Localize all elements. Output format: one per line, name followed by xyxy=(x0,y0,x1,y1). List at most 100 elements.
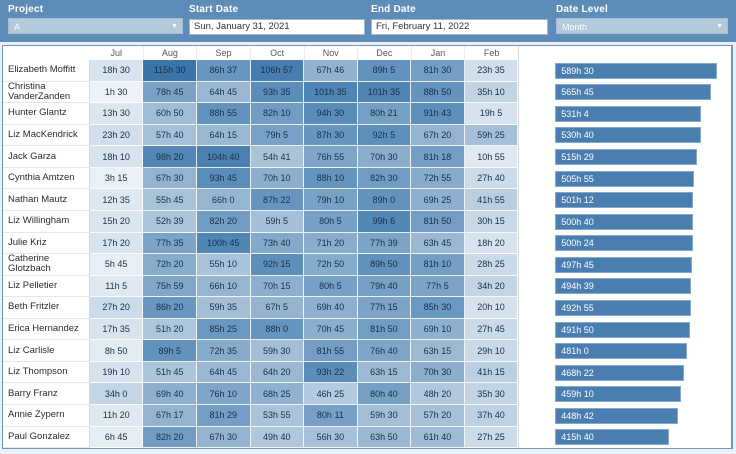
heatmap-cell[interactable]: 27h 45 xyxy=(464,318,519,341)
heatmap-cell[interactable]: 72h 35 xyxy=(196,340,251,362)
heatmap-cell[interactable]: 27h 40 xyxy=(464,167,519,190)
heatmap-cell[interactable]: 81h 50 xyxy=(411,210,465,233)
heatmap-cell[interactable]: 55h 10 xyxy=(196,254,251,276)
heatmap-cell[interactable]: 10h 55 xyxy=(464,146,519,168)
heatmap-cell[interactable]: 82h 20 xyxy=(143,426,197,449)
total-hours-bar[interactable]: 491h 50 xyxy=(555,321,691,338)
column-header-nov[interactable]: Nov xyxy=(305,46,359,60)
heatmap-cell[interactable]: 79h 40 xyxy=(357,275,412,298)
heatmap-cell[interactable]: 23h 35 xyxy=(464,60,519,82)
heatmap-cell[interactable]: 63h 15 xyxy=(411,340,465,362)
heatmap-cell[interactable]: 72h 55 xyxy=(411,167,465,190)
column-header-jan[interactable]: Jan xyxy=(412,46,466,60)
heatmap-cell[interactable]: 17h 20 xyxy=(89,232,144,255)
heatmap-cell[interactable]: 70h 15 xyxy=(250,275,305,298)
heatmap-cell[interactable]: 80h 5 xyxy=(304,275,358,298)
heatmap-cell[interactable]: 89h 5 xyxy=(357,60,412,82)
heatmap-cell[interactable]: 59h 30 xyxy=(250,340,305,362)
heatmap-cell[interactable]: 104h 40 xyxy=(196,146,251,168)
heatmap-cell[interactable]: 59h 25 xyxy=(464,124,519,147)
heatmap-cell[interactable]: 79h 10 xyxy=(304,189,358,211)
heatmap-cell[interactable]: 76h 10 xyxy=(196,383,251,405)
heatmap-cell[interactable]: 81h 18 xyxy=(411,146,465,168)
heatmap-cell[interactable]: 81h 50 xyxy=(357,318,412,341)
heatmap-cell[interactable]: 67h 30 xyxy=(143,167,197,190)
heatmap-cell[interactable]: 11h 5 xyxy=(89,275,144,298)
heatmap-cell[interactable]: 86h 20 xyxy=(143,297,197,319)
heatmap-cell[interactable]: 64h 15 xyxy=(196,124,251,147)
heatmap-cell[interactable]: 63h 50 xyxy=(357,426,412,449)
heatmap-cell[interactable]: 59h 30 xyxy=(357,405,412,427)
heatmap-cell[interactable]: 94h 30 xyxy=(304,103,358,125)
heatmap-cell[interactable]: 64h 45 xyxy=(196,361,251,384)
heatmap-cell[interactable]: 72h 20 xyxy=(143,254,197,276)
total-hours-bar[interactable]: 468h 22 xyxy=(555,364,684,381)
heatmap-cell[interactable]: 34h 20 xyxy=(464,275,519,298)
heatmap-cell[interactable]: 51h 20 xyxy=(143,318,197,341)
heatmap-cell[interactable]: 64h 20 xyxy=(250,361,305,384)
heatmap-cell[interactable]: 99h 6 xyxy=(357,210,412,233)
heatmap-cell[interactable]: 59h 35 xyxy=(196,297,251,319)
heatmap-cell[interactable]: 28h 25 xyxy=(464,254,519,276)
heatmap-cell[interactable]: 88h 0 xyxy=(250,318,305,341)
heatmap-cell[interactable]: 18h 20 xyxy=(464,232,519,255)
heatmap-cell[interactable]: 75h 59 xyxy=(143,275,197,298)
end-date-input[interactable] xyxy=(371,18,548,35)
heatmap-cell[interactable]: 69h 10 xyxy=(411,318,465,341)
heatmap-cell[interactable]: 15h 20 xyxy=(89,210,144,233)
heatmap-cell[interactable]: 70h 30 xyxy=(357,146,412,168)
heatmap-cell[interactable]: 66h 0 xyxy=(196,189,251,211)
column-header-oct[interactable]: Oct xyxy=(251,46,305,60)
heatmap-cell[interactable]: 80h 11 xyxy=(304,405,358,427)
heatmap-cell[interactable]: 93h 22 xyxy=(304,361,358,384)
heatmap-cell[interactable]: 23h 20 xyxy=(89,124,144,147)
total-hours-bar[interactable]: 494h 39 xyxy=(555,278,692,295)
heatmap-cell[interactable]: 49h 40 xyxy=(250,426,305,449)
heatmap-cell[interactable]: 13h 30 xyxy=(89,103,144,125)
heatmap-cell[interactable]: 88h 10 xyxy=(304,167,358,190)
heatmap-cell[interactable]: 19h 10 xyxy=(89,361,144,384)
column-header-feb[interactable]: Feb xyxy=(465,46,519,60)
heatmap-cell[interactable]: 18h 10 xyxy=(89,146,144,168)
heatmap-cell[interactable]: 115h 30 xyxy=(143,60,197,82)
total-hours-bar[interactable]: 501h 12 xyxy=(555,192,693,209)
heatmap-cell[interactable]: 82h 10 xyxy=(250,103,305,125)
column-header-aug[interactable]: Aug xyxy=(144,46,198,60)
heatmap-cell[interactable]: 101h 35 xyxy=(304,81,358,104)
heatmap-cell[interactable]: 70h 45 xyxy=(304,318,358,341)
heatmap-cell[interactable]: 81h 30 xyxy=(411,60,465,82)
total-hours-bar[interactable]: 415h 40 xyxy=(555,429,670,446)
total-hours-bar[interactable]: 481h 0 xyxy=(555,343,688,360)
heatmap-cell[interactable]: 12h 35 xyxy=(89,189,144,211)
heatmap-cell[interactable]: 27h 25 xyxy=(464,426,519,449)
heatmap-cell[interactable]: 63h 45 xyxy=(411,232,465,255)
heatmap-cell[interactable]: 29h 10 xyxy=(464,340,519,362)
heatmap-cell[interactable]: 81h 55 xyxy=(304,340,358,362)
heatmap-cell[interactable]: 19h 5 xyxy=(464,103,519,125)
heatmap-cell[interactable]: 27h 20 xyxy=(89,297,144,319)
heatmap-cell[interactable]: 71h 20 xyxy=(304,232,358,255)
heatmap-cell[interactable]: 48h 20 xyxy=(411,383,465,405)
heatmap-cell[interactable]: 8h 50 xyxy=(89,340,144,362)
heatmap-cell[interactable]: 76h 55 xyxy=(304,146,358,168)
heatmap-cell[interactable]: 93h 35 xyxy=(250,81,305,104)
heatmap-cell[interactable]: 18h 30 xyxy=(89,60,144,82)
heatmap-cell[interactable]: 69h 40 xyxy=(143,383,197,405)
heatmap-cell[interactable]: 69h 40 xyxy=(304,297,358,319)
total-hours-bar[interactable]: 565h 45 xyxy=(555,84,711,101)
heatmap-cell[interactable]: 67h 20 xyxy=(411,124,465,147)
heatmap-cell[interactable]: 72h 50 xyxy=(304,254,358,276)
heatmap-cell[interactable]: 68h 25 xyxy=(250,383,305,405)
heatmap-cell[interactable]: 80h 40 xyxy=(357,383,412,405)
column-header-jul[interactable]: Jul xyxy=(90,46,144,60)
heatmap-cell[interactable]: 56h 30 xyxy=(304,426,358,449)
heatmap-cell[interactable]: 81h 29 xyxy=(196,405,251,427)
total-hours-bar[interactable]: 500h 40 xyxy=(555,213,693,230)
heatmap-cell[interactable]: 70h 10 xyxy=(250,167,305,190)
heatmap-cell[interactable]: 35h 30 xyxy=(464,383,519,405)
heatmap-cell[interactable]: 80h 5 xyxy=(304,210,358,233)
heatmap-cell[interactable]: 87h 22 xyxy=(250,189,305,211)
heatmap-cell[interactable]: 77h 15 xyxy=(357,297,412,319)
heatmap-cell[interactable]: 67h 5 xyxy=(250,297,305,319)
heatmap-cell[interactable]: 64h 45 xyxy=(196,81,251,104)
